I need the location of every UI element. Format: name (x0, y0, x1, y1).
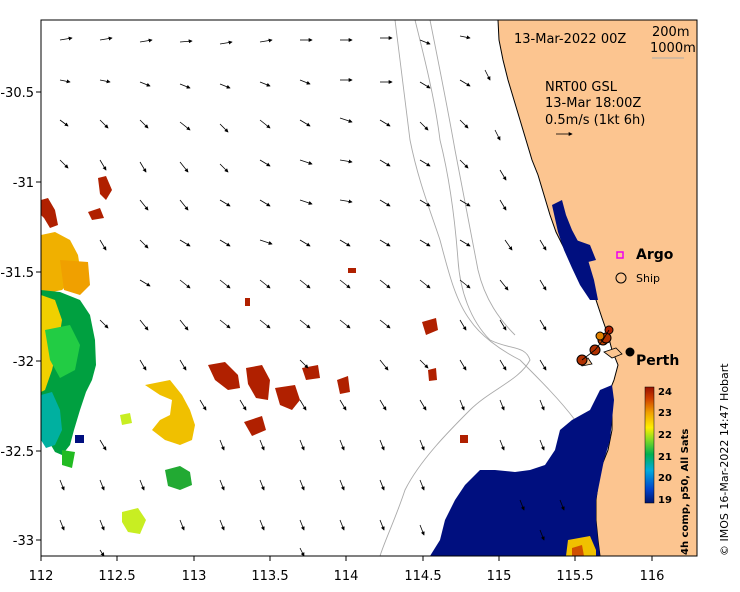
current-product: NRT00 GSL (545, 80, 618, 95)
cb-tick: 23 (658, 408, 672, 419)
x-tick: 113 (182, 569, 207, 584)
x-axis: 112 112.5 113 113.5 114 114.5 115 115.5 … (29, 569, 665, 584)
y-tick: -30.5 (0, 86, 34, 101)
x-tick: 116 (640, 569, 665, 584)
x-tick: 114 (334, 569, 359, 584)
current-scale: 0.5m/s (1kt 6h) (545, 113, 645, 128)
y-tick: -31 (13, 176, 34, 191)
current-vectors (59, 35, 565, 556)
argo-label: Argo (636, 247, 674, 263)
depth-legend-200m: 200m (652, 25, 689, 40)
y-axis: -30.5 -31 -31.5 -32 -32.5 -33 (0, 86, 34, 549)
x-tick: 112 (29, 569, 54, 584)
colorbar-title: 4h comp, p50, All Sats (680, 429, 691, 555)
sst-cold-patch (75, 200, 614, 556)
x-tick: 114.5 (404, 569, 441, 584)
y-tick: -33 (13, 534, 34, 549)
plot-frame (40, 19, 698, 557)
axis-ticks (36, 91, 653, 561)
colorbar-ticks: 24 23 22 21 20 19 (658, 387, 672, 506)
ship-symbol (615, 272, 627, 284)
credit-label: © IMOS 16-Mar-2022 14:47 Hobart (718, 363, 731, 556)
ship-label: Ship (636, 272, 660, 285)
ship-track-line (581, 329, 610, 361)
city-label-perth: Perth (636, 353, 679, 369)
colorbar (644, 386, 655, 504)
cb-tick: 19 (658, 495, 672, 506)
x-tick: 112.5 (98, 569, 135, 584)
depth-legend-1000m: 1000m (650, 41, 696, 56)
cb-tick: 21 (658, 452, 672, 463)
argo-symbol (616, 251, 624, 259)
y-tick: -31.5 (0, 266, 34, 281)
cb-tick: 20 (658, 473, 672, 484)
sst-patches (41, 176, 596, 556)
cb-tick: 24 (658, 387, 672, 398)
y-tick: -32 (13, 355, 34, 370)
contour-1000m (379, 20, 531, 556)
cb-tick: 22 (658, 430, 672, 441)
x-tick: 115 (487, 569, 512, 584)
x-tick: 115.5 (556, 569, 593, 584)
y-tick: -32.5 (0, 445, 34, 460)
current-time: 13-Mar 18:00Z (545, 96, 641, 111)
date-label: 13-Mar-2022 00Z (514, 32, 626, 47)
x-tick: 113.5 (251, 569, 288, 584)
